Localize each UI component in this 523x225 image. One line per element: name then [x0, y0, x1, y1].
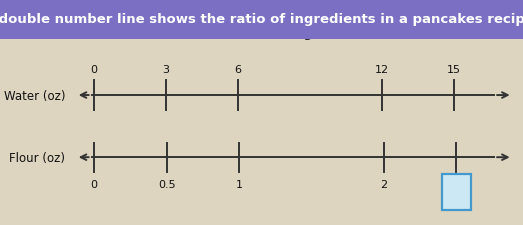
- Text: Solve for the missing value.: Solve for the missing value.: [164, 27, 359, 40]
- Text: 15: 15: [447, 64, 461, 74]
- Text: 1: 1: [235, 179, 243, 189]
- Text: 0: 0: [90, 179, 98, 189]
- Text: Water (oz): Water (oz): [4, 89, 65, 102]
- Text: This double number line shows the ratio of ingredients in a pancakes recipe.  ◉: This double number line shows the ratio …: [0, 13, 523, 26]
- Text: 6: 6: [234, 64, 242, 74]
- Text: 2: 2: [380, 179, 388, 189]
- Bar: [442, 174, 471, 210]
- Text: Flour (oz): Flour (oz): [9, 151, 65, 164]
- Text: 12: 12: [374, 64, 389, 74]
- Text: 3: 3: [163, 64, 169, 74]
- Text: 0.5: 0.5: [158, 179, 175, 189]
- Text: 0: 0: [90, 64, 98, 74]
